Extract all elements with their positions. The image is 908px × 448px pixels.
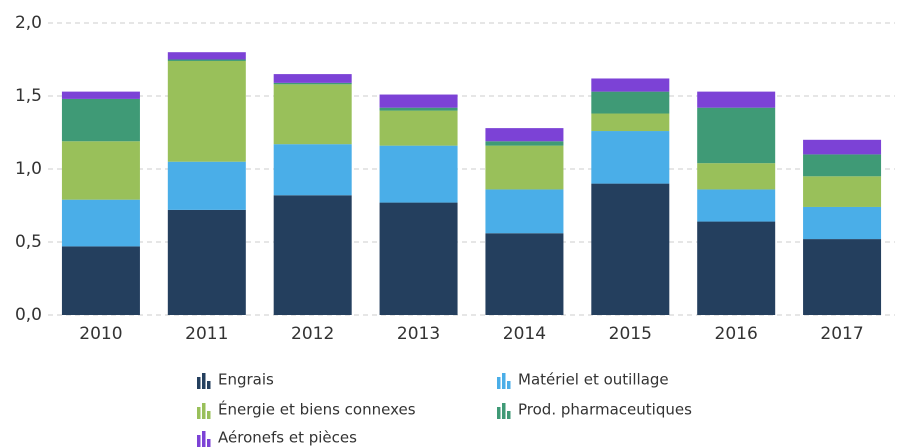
bar-segment: [803, 154, 882, 177]
legend-label: Matériel et outillage: [518, 371, 669, 389]
bar-segment: [591, 113, 670, 132]
x-tick-label: 2011: [185, 324, 228, 344]
bar-segment: [697, 189, 776, 222]
bar-segment: [61, 246, 140, 315]
legend-icon: [507, 411, 511, 419]
legend-icon: [202, 373, 206, 389]
legend-icon: [202, 431, 206, 447]
bar-segment: [273, 84, 352, 145]
x-tick-label: 2010: [79, 324, 122, 344]
legend-item: Énergie et biens connexes: [197, 400, 416, 419]
legend-label: Prod. pharmaceutiques: [518, 401, 692, 419]
bar-segment: [485, 128, 564, 142]
legend-item: Prod. pharmaceutiques: [497, 401, 692, 419]
legend-icon: [497, 377, 501, 389]
bar-segment: [379, 202, 458, 315]
legend-icon: [202, 403, 206, 419]
x-tick-label: 2012: [291, 324, 334, 344]
bar-segment: [379, 110, 458, 146]
legend-icon: [197, 377, 201, 389]
x-tick-label: 2014: [503, 324, 546, 344]
bar-segment: [803, 206, 882, 240]
bar-segment: [273, 82, 352, 85]
bar-segment: [61, 98, 140, 142]
legend-item: Aéronefs et pièces: [197, 429, 357, 447]
legend-icon: [497, 407, 501, 419]
bar-segment: [167, 161, 246, 210]
legend-label: Énergie et biens connexes: [218, 400, 416, 419]
bar-segment: [273, 144, 352, 196]
bar-segment: [167, 52, 246, 60]
bar-segment: [167, 60, 246, 162]
legend-icon: [502, 373, 506, 389]
bar-segment: [61, 91, 140, 99]
bar-segment: [485, 141, 564, 146]
legend-label: Aéronefs et pièces: [218, 429, 357, 447]
bar-segment: [803, 239, 882, 315]
bar-segment: [379, 107, 458, 111]
bar-segment: [167, 59, 246, 61]
y-tick-label: 2,0: [15, 13, 42, 33]
bar-segment: [273, 74, 352, 83]
legend-icon: [207, 439, 211, 447]
bar-segment: [485, 145, 564, 190]
legend-item: Matériel et outillage: [497, 371, 669, 389]
bar-segment: [803, 176, 882, 207]
bar-segment: [273, 195, 352, 315]
legend-label: Engrais: [218, 371, 274, 389]
y-tick-label: 1,5: [15, 86, 42, 106]
x-tick-label: 2015: [609, 324, 652, 344]
bar-segment: [697, 163, 776, 190]
legend-icon: [207, 381, 211, 389]
bar-segment: [61, 141, 140, 200]
bar-segment: [697, 91, 776, 108]
legend-icon: [197, 435, 201, 447]
bar-segment: [591, 183, 670, 315]
legend-icon: [197, 407, 201, 419]
y-tick-label: 1,0: [15, 159, 42, 179]
bar-segment: [591, 91, 670, 114]
y-tick-label: 0,5: [15, 232, 42, 252]
legend-item: Engrais: [197, 371, 274, 389]
x-tick-label: 2017: [820, 324, 863, 344]
bar-segment: [379, 145, 458, 203]
bar-segment: [485, 189, 564, 234]
legend-icon: [207, 411, 211, 419]
bar-segment: [803, 139, 882, 155]
x-tick-label: 2013: [397, 324, 440, 344]
legend-icon: [502, 403, 506, 419]
bar-segment: [379, 94, 458, 108]
legend-icon: [507, 381, 511, 389]
bar-segment: [61, 199, 140, 247]
x-tick-label: 2016: [715, 324, 758, 344]
bar-segment: [591, 131, 670, 184]
bar-segment: [697, 221, 776, 315]
bar-segment: [167, 209, 246, 315]
y-tick-label: 0,0: [15, 305, 42, 325]
bar-segment: [485, 233, 564, 315]
bar-segment: [591, 78, 670, 92]
bar-segment: [697, 107, 776, 164]
